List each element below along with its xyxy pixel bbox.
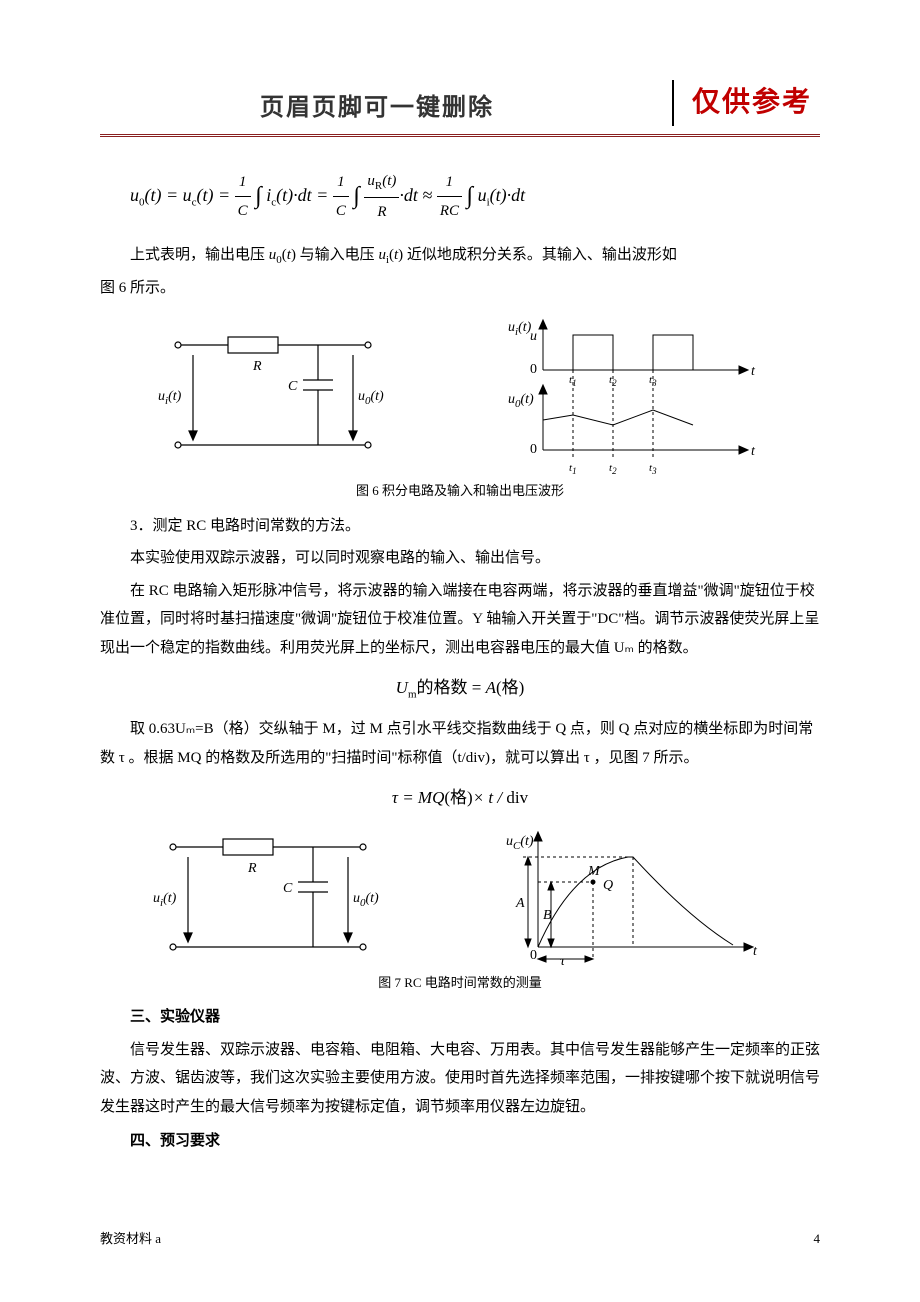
fig7-R: R [247, 861, 257, 876]
fig7-M: M [587, 864, 601, 879]
main-equation: u0(t) = uc(t) = 1C ∫ ic(t)·dt = 1C ∫ uR(… [100, 167, 820, 226]
fig6-caption: 图 6 积分电路及输入和输出电压波形 [100, 479, 820, 504]
fig6-R-label: R [252, 359, 262, 374]
fig7-Q: Q [603, 878, 613, 893]
svg-text:ui(t): ui(t) [508, 320, 532, 338]
fig6-t1axis: t [751, 364, 756, 379]
footer-right: 4 [814, 1227, 821, 1252]
paragraph-1b: 图 6 所示。 [100, 274, 820, 303]
fig7-A: A [515, 896, 525, 911]
header-divider [672, 80, 674, 126]
section-4-head: 四、预习要求 [100, 1127, 820, 1156]
fig7-circuit: R C ui(t) u0(t) [153, 832, 383, 962]
svg-text:t2: t2 [609, 462, 617, 475]
fig7-graph: uC(t) A B M Q t 0 τ [488, 827, 768, 967]
fig7-t: t [753, 944, 758, 959]
fig6-zero1: 0 [530, 362, 537, 377]
svg-text:u0(t): u0(t) [508, 392, 534, 410]
section-3-head: 三、实验仪器 [100, 1003, 820, 1032]
fig6-circuit: R C ui(t) u0(t) [158, 325, 388, 465]
fig6-u: u [530, 329, 537, 344]
fig6-t2axis: t [751, 444, 756, 459]
fig7-zero: 0 [530, 948, 537, 963]
fig7-tau: τ [560, 954, 566, 967]
paragraph-1: 上式表明，输出电压 u0(t) 与输入电压 ui(t) 近似地成积分关系。其输入… [100, 241, 820, 271]
eq-um: Um的格数 = A(格) [100, 672, 820, 705]
paragraph-2: 3．测定 RC 电路时间常数的方法。 [100, 512, 820, 541]
svg-text:ui(t): ui(t) [153, 891, 177, 909]
eq-tau: τ = MQ(格)× t / div [100, 782, 820, 814]
svg-text:t3: t3 [649, 462, 657, 475]
svg-text:t1: t1 [569, 462, 577, 475]
page-header: 页眉页脚可一键删除 仅供参考 [100, 75, 820, 137]
svg-text:uC(t): uC(t) [506, 834, 534, 852]
header-right-text: 仅供参考 [692, 75, 820, 130]
header-left-text: 页眉页脚可一键删除 [100, 79, 654, 131]
figure-6: R C ui(t) u0(t) ui [100, 315, 820, 475]
svg-text:u0(t): u0(t) [353, 891, 379, 909]
fig6-C-label: C [288, 379, 298, 394]
page-footer: 教资材料 a 4 [100, 1227, 820, 1252]
fig7-B: B [543, 908, 552, 923]
svg-text:u0(t): u0(t) [358, 389, 384, 407]
fig7-C: C [283, 881, 293, 896]
fig7-caption: 图 7 RC 电路时间常数的测量 [100, 971, 820, 996]
paragraph-6: 信号发生器、双踪示波器、电容箱、电阻箱、大电容、万用表。其中信号发生器能够产生一… [100, 1036, 820, 1122]
svg-text:ui(t): ui(t) [158, 389, 182, 407]
paragraph-4: 在 RC 电路输入矩形脉冲信号，将示波器的输入端接在电容两端，将示波器的垂直增益… [100, 577, 820, 663]
figure-7: R C ui(t) u0(t) [100, 827, 820, 967]
paragraph-3: 本实验使用双踪示波器，可以同时观察电路的输入、输出信号。 [100, 544, 820, 573]
paragraph-5: 取 0.63Uₘ=B（格）交纵轴于 M，过 M 点引水平线交指数曲线于 Q 点，… [100, 715, 820, 772]
footer-left: 教资材料 a [100, 1227, 161, 1252]
fig6-zero2: 0 [530, 442, 537, 457]
fig6-waveform: ui(t) u 0 t u0(t) 0 t t1 t2 t3 t1 t2 t3 [503, 315, 763, 475]
